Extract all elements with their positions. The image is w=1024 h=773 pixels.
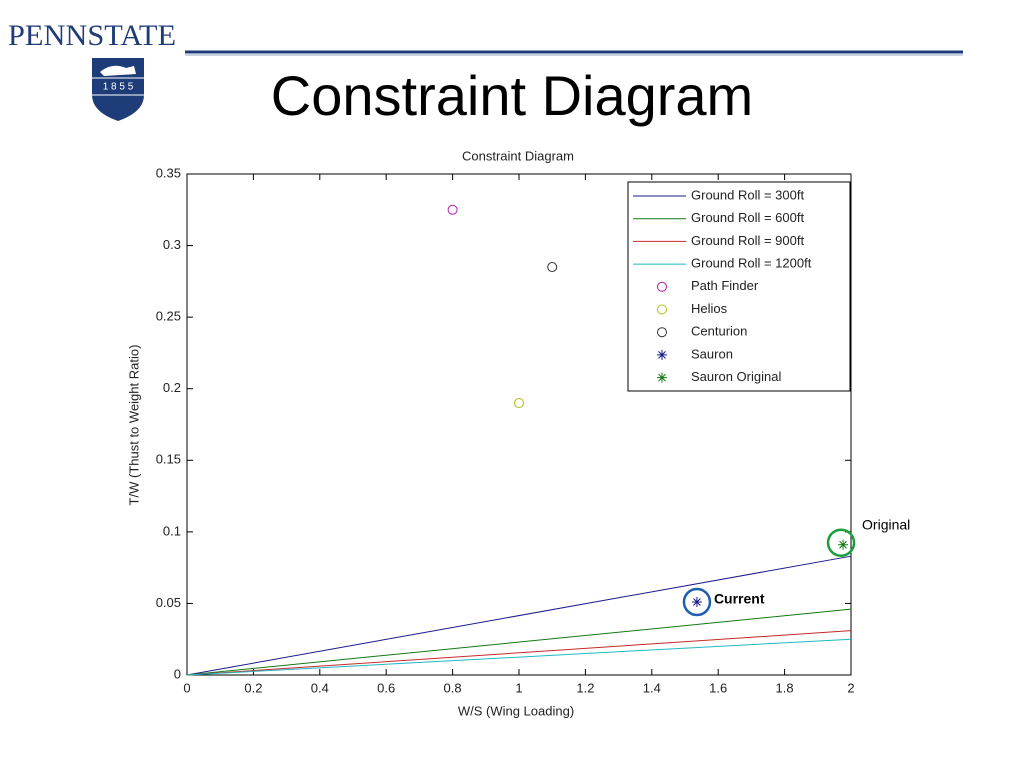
legend-box	[627, 181, 851, 392]
x-tick-label: 2	[847, 680, 854, 695]
y-axis-label: T/W (Thust to Weight Ratio)	[126, 345, 141, 506]
legend-swatch	[657, 281, 667, 292]
y-tick-label: 0	[174, 666, 181, 681]
y-tick-label: 0.25	[156, 309, 181, 324]
legend-label: Ground Roll = 900ft	[691, 233, 804, 248]
logo-text: PENNSTATE	[8, 19, 176, 52]
y-tick-label: 0.05	[156, 595, 181, 610]
logo-lion	[100, 65, 136, 76]
y-tick-label: 0.3	[163, 237, 181, 252]
legend-swatch	[657, 372, 667, 383]
x-axis-label: W/S (Wing Loading)	[458, 703, 574, 718]
line-series	[186, 608, 852, 676]
legend-label: Path Finder	[691, 278, 759, 293]
annotation-text: Original	[862, 516, 910, 532]
line-series	[186, 630, 852, 676]
y-tick-label: 0.2	[163, 380, 181, 395]
x-tick-label: 0.4	[311, 680, 329, 695]
annotation-circle	[826, 528, 856, 557]
data-point	[514, 398, 524, 409]
legend-label: Sauron	[691, 346, 733, 361]
legend-label: Ground Roll = 1200ft	[691, 256, 812, 271]
legend-swatch	[657, 304, 667, 315]
logo-year: 1 8 5 5	[103, 82, 134, 93]
legend-label: Helios	[691, 301, 728, 316]
line-series	[186, 555, 852, 676]
legend-label: Centurion	[691, 324, 747, 339]
x-tick-label: 0.6	[377, 680, 395, 695]
annotation-text: Current	[714, 591, 765, 607]
data-point	[838, 539, 849, 550]
data-point	[547, 262, 558, 273]
x-tick-label: 1.4	[643, 680, 661, 695]
x-tick-label: 1.2	[576, 680, 594, 695]
legend-label: Ground Roll = 600ft	[691, 210, 804, 225]
x-tick-label: 1.6	[709, 680, 727, 695]
data-point	[447, 204, 458, 215]
x-tick-label: 1	[515, 680, 522, 695]
x-tick-label: 1.8	[776, 680, 794, 695]
y-tick-label: 0.15	[156, 452, 181, 467]
y-tick-label: 0.1	[163, 523, 181, 538]
annotation-circle	[682, 587, 712, 617]
slide-title: Constraint Diagram	[271, 64, 753, 127]
legend-swatch	[657, 349, 667, 360]
chart-title: Constraint Diagram	[462, 148, 574, 163]
x-tick-label: 0.8	[444, 680, 462, 695]
x-tick-label: 0	[183, 680, 190, 695]
data-point	[691, 596, 702, 607]
legend-label: Sauron Original	[691, 369, 781, 384]
y-tick-label: 0.35	[156, 165, 181, 180]
line-series	[186, 638, 852, 676]
legend-swatch	[657, 327, 667, 338]
x-tick-label: 0.2	[244, 680, 262, 695]
legend-label: Ground Roll = 300ft	[691, 187, 804, 202]
